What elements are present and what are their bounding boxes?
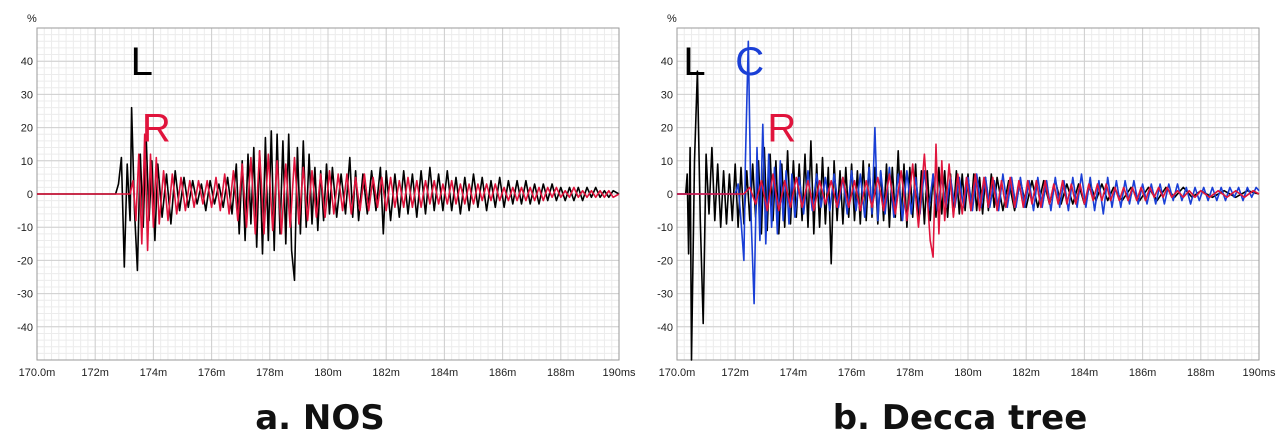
y-tick-label: -20 [657,255,673,267]
x-tick-label: 180m [314,367,342,379]
y-tick-label: -30 [657,289,673,301]
x-tick-label: 188m [1187,367,1215,379]
x-tick-label: 186m [1129,367,1157,379]
y-tick-label: 10 [661,156,673,168]
y-tick-label: -20 [17,255,33,267]
y-tick-label: 30 [21,89,33,101]
x-tick-label: 182m [372,367,400,379]
y-tick-label: 10 [21,156,33,168]
chart-panel-nos: % 40 30 20 10 0 -10 -20 -30 -40 170.0m 172m 174m 176m… [17,13,636,438]
chart-caption: b. Decca tree [832,398,1088,438]
series-line-r [37,133,620,252]
series-label-l: L [683,40,705,84]
y-tick-label: 20 [661,123,673,135]
y-tick-label: 20 [21,123,33,135]
x-tick-label: 178m [896,367,924,379]
x-tick-label: 170.0m [19,367,56,379]
x-tick-label: 170.0m [659,367,696,379]
series-label-r: R [142,107,171,151]
series-line-l [37,106,620,282]
x-tick-label: 176m [198,367,226,379]
y-tick-label: -10 [17,222,33,234]
x-tick-label: 182m [1012,367,1040,379]
y-tick-label: 40 [21,56,33,68]
series-label-r: R [767,107,796,151]
x-tick-label: 184m [1071,367,1099,379]
y-tick-label: -40 [657,322,673,334]
chart-panel-decca-tree: % 40 30 20 10 0 -10 -20 -30 -40 170.0m 172m 174m 176m… [640,0,1280,443]
x-tick-label: 174m [780,367,808,379]
series-label-l: L [131,40,153,84]
y-tick-label: 40 [661,56,673,68]
x-tick-label: 174m [140,367,168,379]
chart-decca-tree: % 40 30 20 10 0 -10 -20 -30 -40 170.0m 172m 174m 176m… [657,13,1276,379]
series-line-r [677,143,1260,258]
x-tick-label: 188m [547,367,575,379]
chart-nos: % 40 30 20 10 0 -10 -20 -30 -40 170.0m 172m 174m 176m… [17,13,636,379]
y-tick-label: 0 [27,189,33,201]
y-tick-label: -40 [17,322,33,334]
x-tick-label: 190ms [602,367,636,379]
x-tick-label: 190ms [1242,367,1276,379]
chart-caption: a. NOS [255,398,385,438]
x-tick-label: 176m [838,367,866,379]
y-tick-label: -30 [17,289,33,301]
x-tick-label: 178m [256,367,284,379]
series-line-c [677,40,1260,305]
x-tick-label: 172m [81,367,109,379]
y-axis-unit: % [667,13,677,25]
y-tick-label: -10 [657,222,673,234]
x-tick-label: 186m [489,367,517,379]
x-tick-label: 172m [721,367,749,379]
y-tick-label: 0 [667,189,673,201]
x-tick-label: 180m [954,367,982,379]
y-tick-label: 30 [661,89,673,101]
y-axis-unit: % [27,13,37,25]
x-tick-label: 184m [431,367,459,379]
series-label-c: C [735,40,764,84]
